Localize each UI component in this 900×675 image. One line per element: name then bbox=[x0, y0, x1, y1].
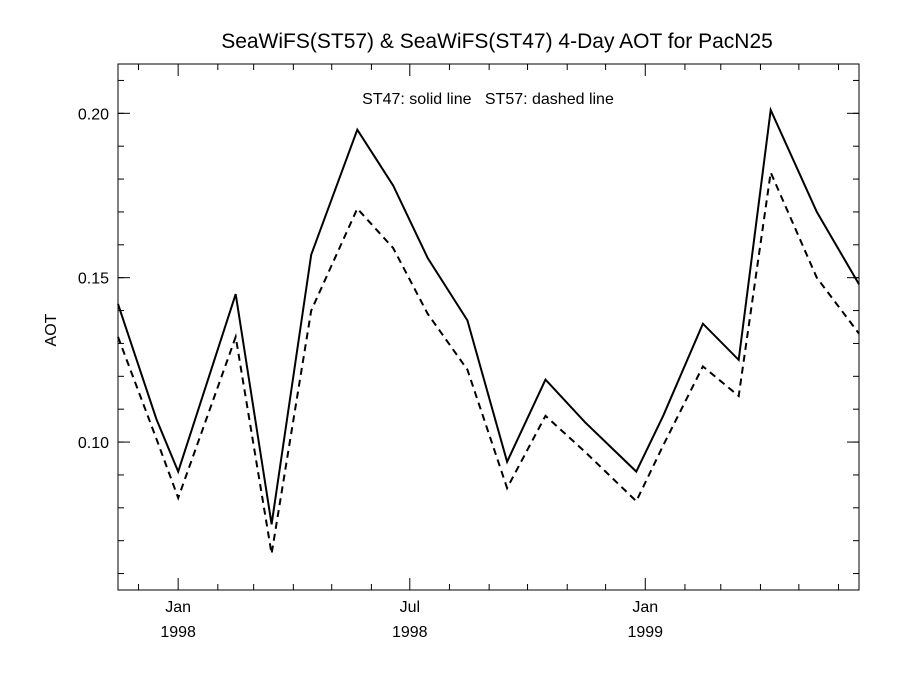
x-tick-label-year: 1999 bbox=[627, 624, 663, 641]
series-layer bbox=[117, 106, 860, 554]
plot-frame bbox=[117, 63, 860, 591]
y-tick-label: 0.20 bbox=[78, 106, 109, 123]
x-tick-label-year: 1998 bbox=[392, 624, 428, 641]
chart-title: SeaWiFS(ST57) & SeaWiFS(ST47) 4-Day AOT … bbox=[221, 30, 773, 53]
x-tick-label-month: Jul bbox=[400, 599, 420, 616]
legend-annotation: ST47: solid line ST57: dashed line bbox=[362, 91, 614, 108]
x-tick-label-month: Jan bbox=[165, 599, 191, 616]
y-tick-label: 0.10 bbox=[78, 435, 109, 452]
x-tick-label-month: Jan bbox=[632, 599, 658, 616]
x-tick-label-year: 1998 bbox=[160, 624, 196, 641]
series-line-st47 bbox=[117, 106, 860, 525]
axes-layer: 0.10 0.15 0.20 Jan 1998 Jul 1998 Jan 1999 bbox=[78, 64, 859, 641]
y-axis-label: AOT bbox=[43, 313, 60, 346]
series-line-st57 bbox=[117, 168, 860, 554]
y-tick-label: 0.15 bbox=[78, 271, 109, 288]
